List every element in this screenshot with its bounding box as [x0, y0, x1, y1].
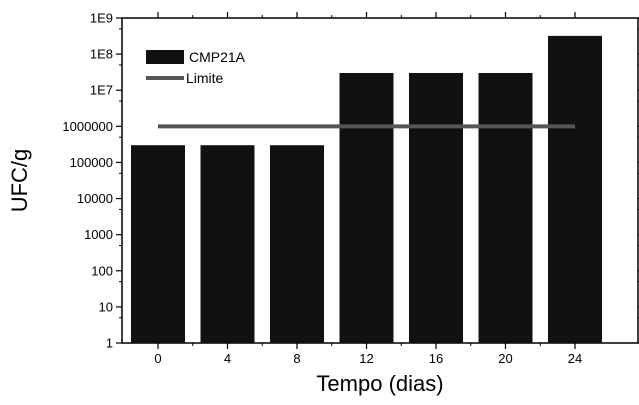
y-tick-label: 1E7: [90, 83, 113, 98]
y-tick-label: 1: [106, 336, 113, 351]
legend-label-limite: Limite: [186, 70, 224, 86]
y-tick-label: 1000000: [62, 119, 113, 134]
y-tick-label: 10000: [77, 191, 113, 206]
x-axis-ticks: 0 4 8 12 16 20 24: [154, 12, 582, 366]
bar-4: [200, 145, 255, 343]
bar-0: [131, 145, 185, 343]
bar-24: [548, 35, 602, 344]
x-tick-label: 20: [498, 351, 512, 366]
x-axis-title: Tempo (dias): [316, 371, 443, 396]
bar-8: [270, 145, 324, 343]
y-tick-label: 100000: [70, 155, 113, 170]
y-axis-ticks: 1 10 100 1000 10000 100000 1000000 1E7 1E8 1E9: [62, 11, 639, 351]
y-tick-label: 10: [99, 299, 113, 314]
legend: CMP21A Limite: [146, 49, 246, 86]
bar-20: [478, 72, 533, 343]
x-tick-label: 0: [154, 351, 161, 366]
legend-swatch-cmp21a: [146, 50, 184, 64]
x-tick-label: 24: [568, 351, 582, 366]
bar-16: [409, 72, 463, 343]
y-tick-label: 1000: [84, 227, 113, 242]
y-tick-label: 100: [91, 263, 113, 278]
y-tick-label: 1E9: [90, 11, 113, 26]
y-tick-label: 1E8: [90, 47, 113, 62]
bar-12: [339, 72, 394, 343]
x-tick-label: 4: [224, 351, 231, 366]
y-axis-title: UFC/g: [7, 149, 32, 213]
legend-label-cmp21a: CMP21A: [189, 49, 246, 65]
x-tick-label: 16: [429, 351, 443, 366]
x-tick-label: 12: [359, 351, 373, 366]
bars-group: [131, 35, 602, 344]
x-tick-label: 8: [293, 351, 300, 366]
